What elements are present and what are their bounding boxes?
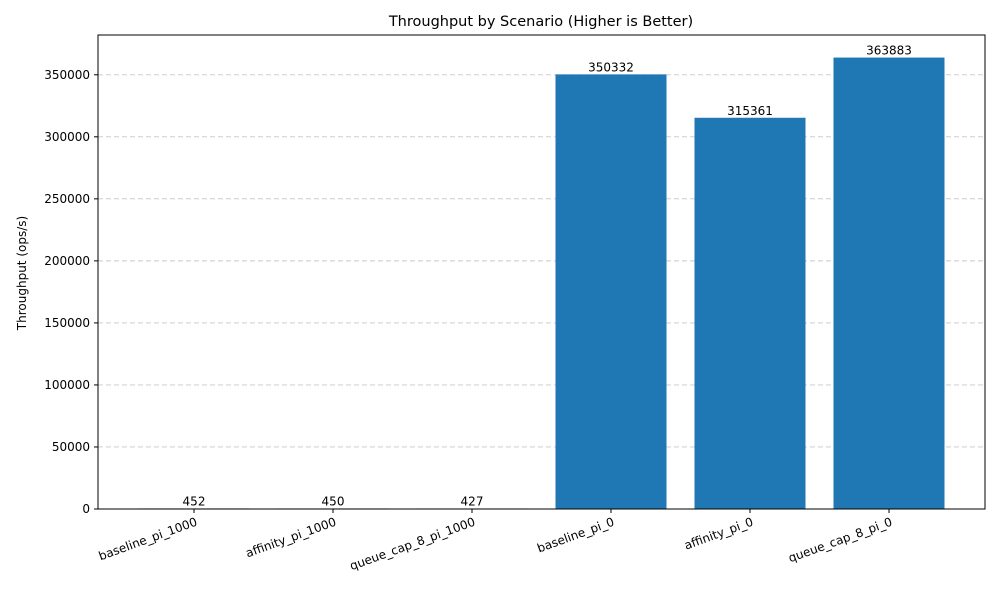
bars <box>138 57 945 510</box>
y-tick-label: 350000 <box>44 68 90 82</box>
y-tick-label: 0 <box>82 502 90 516</box>
bar-value-label: 452 <box>183 494 206 508</box>
bar-value-label: 315361 <box>727 104 773 118</box>
y-tick-label: 200000 <box>44 254 90 268</box>
y-axis-ticks: 0 50000 100000 150000 200000 250000 300000 3500… <box>44 68 98 516</box>
chart-title: Throughput by Scenario (Higher is Better… <box>388 14 693 30</box>
x-tick-label: baseline_pi_1000 <box>97 515 199 564</box>
x-tick-label: queue_cap_8_pi_0 <box>786 515 894 566</box>
y-tick-label: 100000 <box>44 378 90 392</box>
y-tick-label: 300000 <box>44 130 90 144</box>
y-tick-label: 50000 <box>52 440 90 454</box>
gridlines <box>98 74 985 448</box>
bar-value-label: 350332 <box>588 60 634 74</box>
bar-affinity_pi_0 <box>694 117 806 510</box>
bar-value-labels: 452 450 427 350332 315361 363883 <box>183 44 912 509</box>
x-tick-label: affinity_pi_1000 <box>244 515 338 561</box>
x-tick-label: baseline_pi_0 <box>535 515 616 556</box>
x-tick-label: queue_cap_8_pi_1000 <box>348 515 477 573</box>
bar-value-label: 450 <box>322 494 345 508</box>
y-tick-label: 250000 <box>44 192 90 206</box>
y-tick-label: 150000 <box>44 316 90 330</box>
plot-frame <box>97 34 986 510</box>
bar-value-label: 363883 <box>866 44 912 58</box>
y-axis-label: Throughput (ops/s) <box>15 216 29 331</box>
bar-value-label: 427 <box>461 494 484 508</box>
bar-queue_cap_8_pi_0 <box>833 57 945 509</box>
x-axis-ticks: baseline_pi_1000 affinity_pi_1000 queue_ca… <box>97 509 894 573</box>
bar-baseline_pi_0 <box>555 74 667 510</box>
x-tick-label: affinity_pi_0 <box>682 515 755 553</box>
